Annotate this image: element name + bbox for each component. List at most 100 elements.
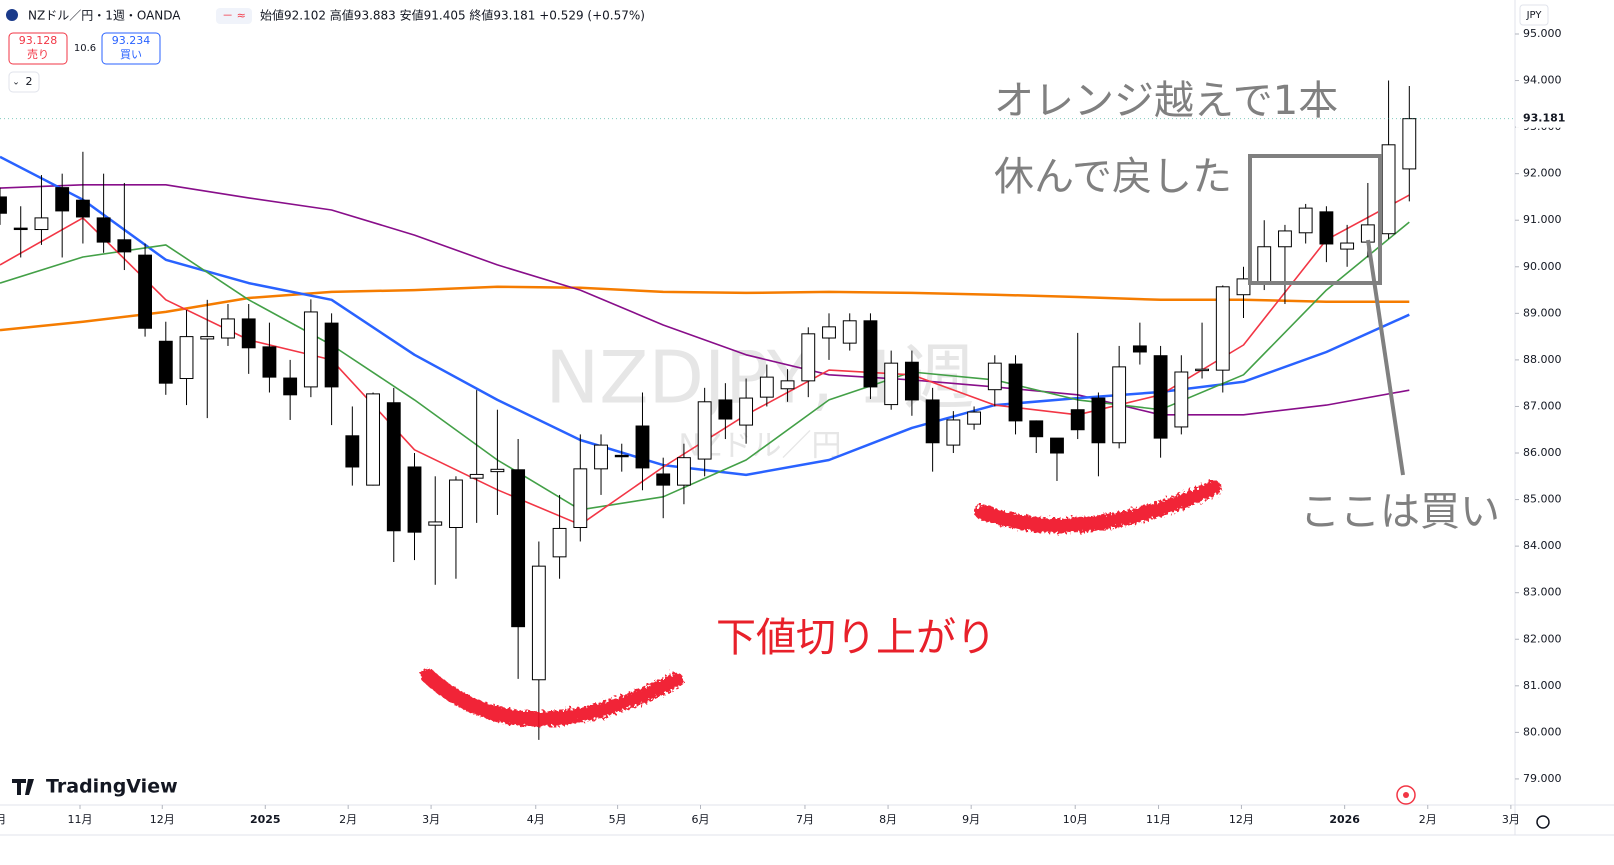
symbol[interactable]: NZドル／円・1週・OANDA	[28, 9, 181, 23]
candle-up	[490, 468, 505, 473]
candle-up	[822, 326, 836, 339]
x-tick-label: 11月	[67, 813, 92, 826]
candle-up	[1340, 242, 1355, 250]
candle-up	[552, 527, 567, 558]
highlight-box	[1248, 154, 1382, 285]
brush-stroke	[974, 480, 1222, 533]
candle-down	[345, 435, 360, 468]
candle-up	[1174, 371, 1189, 428]
buy-price: 93.234	[112, 34, 151, 47]
candle-up	[573, 468, 588, 529]
candle-down	[324, 322, 339, 388]
candle-down	[55, 187, 70, 212]
candle-up	[801, 333, 816, 382]
sell-button[interactable]	[8, 32, 68, 65]
candle-up	[697, 401, 712, 460]
x-tick-label: 2026	[1329, 813, 1360, 826]
candle-down	[1029, 420, 1044, 438]
candle-up	[221, 318, 235, 339]
candle-up	[759, 376, 774, 398]
x-tick-label: 2月	[1419, 813, 1437, 826]
status-icon: － ≈	[222, 9, 246, 22]
y-tick-label: 90.000	[1523, 260, 1562, 273]
x-tick-label: 3月	[1502, 813, 1520, 826]
candle-up	[179, 336, 194, 380]
pointer-line	[1366, 239, 1405, 476]
time-axis: 10月 11月 12月 2025 2月 3月 4月 5月 6月 7月 8月 9月 10月 11月 12月 20…	[0, 805, 1520, 826]
y-tick-label: 89.000	[1523, 306, 1562, 319]
candle-down	[718, 399, 733, 420]
x-tick-label: 12月	[1229, 813, 1254, 826]
candle-down	[614, 454, 629, 458]
spread: 10.6	[74, 43, 96, 54]
candle-up	[1215, 286, 1230, 371]
y-tick-label: 86.000	[1523, 446, 1562, 459]
y-tick-label: 85.000	[1523, 493, 1562, 506]
candle-down	[386, 402, 401, 532]
event-marker-dot	[1403, 792, 1409, 798]
candle-down	[138, 254, 153, 329]
candle-down	[1319, 211, 1334, 245]
candle-down	[262, 346, 277, 378]
sell-label: 売り	[27, 48, 49, 61]
candle-up	[739, 397, 754, 426]
candle-down	[1091, 397, 1106, 444]
candle-up	[366, 393, 380, 486]
candle-down	[13, 227, 28, 231]
ohlc: 始値92.102 高値93.883 安値91.405 終値93.181 +0.5…	[260, 8, 645, 23]
x-tick-label: 10月	[0, 813, 6, 826]
settings-icon[interactable]	[1536, 815, 1550, 829]
y-tick-label: 91.000	[1523, 213, 1562, 226]
indicator-count: 2	[26, 75, 33, 88]
y-tick-label: 79.000	[1523, 772, 1562, 785]
candle-up	[1257, 246, 1272, 284]
candle-down	[1132, 345, 1147, 353]
candle-up	[1236, 278, 1251, 296]
annotation: ここは買い	[1300, 489, 1500, 535]
price-axis: 79.000 80.000 81.000 82.000 83.000 84.000 85.0…	[1515, 27, 1614, 785]
x-tick-label: 12月	[150, 813, 175, 826]
candle-up	[842, 320, 857, 344]
last-price-badge	[1516, 109, 1614, 128]
y-tick-label: 84.000	[1523, 539, 1562, 552]
y-tick-label: 95.000	[1523, 27, 1562, 40]
currency-button[interactable]	[1519, 4, 1549, 26]
candle-down	[1050, 437, 1064, 454]
x-tick-label: 8月	[879, 813, 897, 826]
x-tick-label: 3月	[422, 813, 440, 826]
x-tick-label: 4月	[527, 813, 545, 826]
chevron: ⌄	[12, 78, 20, 88]
y-tick-label: 80.000	[1523, 725, 1562, 738]
candle-down	[1153, 355, 1168, 439]
candle-up	[1381, 144, 1396, 235]
candle-up	[1195, 368, 1209, 372]
y-tick-label: 92.000	[1523, 167, 1562, 180]
candle-up	[449, 479, 463, 529]
annotation: 下値切り上がり	[716, 615, 996, 661]
candle-up	[1402, 118, 1417, 170]
candle-down	[863, 320, 878, 388]
indicator-toggle[interactable]	[8, 71, 40, 93]
candle-down	[96, 217, 111, 243]
candle-up	[1360, 224, 1375, 243]
annotation: オレンジ越えで1本	[994, 78, 1338, 124]
candle-up	[34, 217, 49, 231]
candle-up	[303, 311, 318, 388]
candle-down	[925, 399, 940, 444]
candle-up	[594, 444, 608, 470]
event-marker[interactable]	[1396, 785, 1416, 805]
x-tick-label: 5月	[609, 813, 627, 826]
y-tick-label: 87.000	[1523, 399, 1562, 412]
y-tick-label: 81.000	[1523, 679, 1562, 692]
y-tick-label: 83.000	[1523, 586, 1562, 599]
logo: TradingView	[46, 776, 178, 798]
candle-down	[283, 377, 298, 396]
candle-up	[1112, 366, 1127, 444]
candle-up	[677, 457, 691, 486]
buy-button[interactable]	[101, 32, 161, 65]
annotation: 休んで戻した	[994, 154, 1232, 200]
plot-area	[0, 80, 1515, 740]
buy-label: 買い	[120, 48, 142, 61]
